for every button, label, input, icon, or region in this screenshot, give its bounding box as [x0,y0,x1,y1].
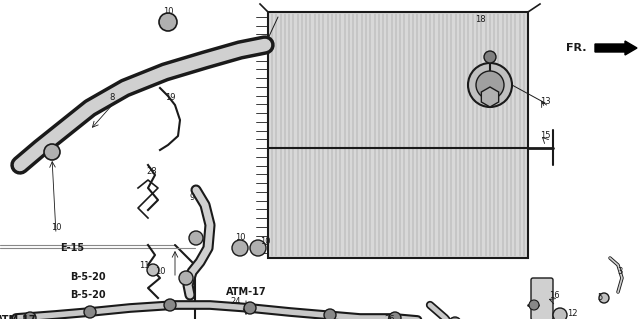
Circle shape [159,13,177,31]
Text: FR.: FR. [566,43,586,53]
Circle shape [484,51,496,63]
Text: 19: 19 [164,93,175,102]
Text: B-5-20: B-5-20 [70,272,106,282]
Circle shape [189,231,203,245]
Text: 9: 9 [189,194,195,203]
Circle shape [244,302,256,314]
Circle shape [476,71,504,99]
Text: ATM-17: ATM-17 [0,315,36,319]
Circle shape [529,300,539,310]
Text: 16: 16 [548,291,559,300]
Text: 8: 8 [109,93,115,102]
Circle shape [232,240,248,256]
Text: 10: 10 [260,238,270,247]
Circle shape [147,264,159,276]
Circle shape [44,144,60,160]
Circle shape [599,293,609,303]
Text: 10: 10 [51,224,61,233]
FancyArrow shape [595,41,637,55]
Text: 24: 24 [231,298,241,307]
Circle shape [24,312,36,319]
Bar [268,12,528,258]
Circle shape [449,317,461,319]
Circle shape [84,306,96,318]
Text: 12: 12 [567,308,577,317]
Circle shape [553,308,567,319]
Text: E-15: E-15 [60,243,84,253]
Circle shape [164,299,176,311]
Text: B-5-20: B-5-20 [70,290,106,300]
Circle shape [468,63,512,107]
FancyBboxPatch shape [531,278,553,319]
Circle shape [324,309,336,319]
Text: 11: 11 [139,261,149,270]
Text: 13: 13 [540,98,550,107]
Text: 15: 15 [540,130,550,139]
Text: 26: 26 [385,315,396,319]
Circle shape [389,312,401,319]
Text: 18: 18 [475,16,485,25]
Circle shape [250,240,266,256]
Text: 10: 10 [163,8,173,17]
Text: 5: 5 [597,293,603,302]
Text: 3: 3 [618,268,623,277]
Text: 10: 10 [155,268,165,277]
Text: 28: 28 [147,167,157,176]
Text: 10: 10 [235,234,245,242]
Text: ATM-17: ATM-17 [226,287,266,297]
Circle shape [179,271,193,285]
